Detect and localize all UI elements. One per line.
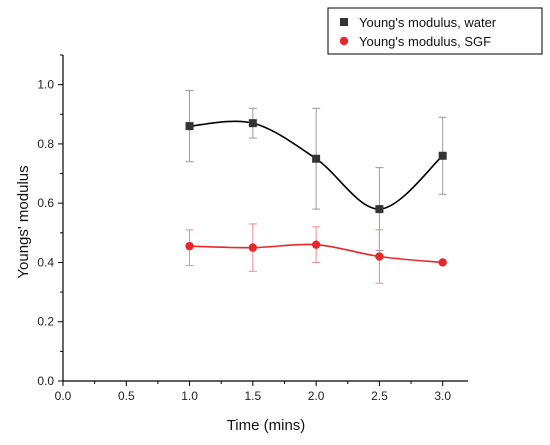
series-sgf: [185, 223, 447, 284]
data-point: [375, 205, 384, 214]
data-point: [185, 122, 194, 131]
data-point: [438, 258, 447, 267]
legend-label: Young's modulus, water: [359, 15, 497, 30]
x-tick-label: 1.0: [181, 389, 198, 403]
x-tick-label: 2.5: [371, 389, 388, 403]
y-tick-label: 1.0: [37, 78, 54, 92]
y-tick-label: 0.4: [37, 255, 54, 269]
y-tick-label: 0.2: [37, 315, 54, 329]
data-point: [311, 240, 321, 249]
x-tick-label: 2.0: [308, 389, 325, 403]
y-tick-label: 0.0: [37, 374, 54, 388]
data-point: [248, 243, 258, 252]
series-layer: [185, 90, 447, 284]
axes: 0.0 0.5 1.0 1.5 2.0 2.5 3.0 0.0 0.2 0.4 0.6 0.8 1.0: [37, 54, 468, 403]
x-tick-label: 3.0: [434, 389, 451, 403]
data-point: [312, 154, 321, 163]
legend: Young's modulus, water Young's modulus, S…: [327, 7, 543, 55]
data-point: [248, 119, 257, 128]
y-tick-label: 0.8: [37, 137, 54, 151]
x-tick-label: 0.5: [118, 389, 135, 403]
legend-marker-circle: [339, 36, 349, 46]
legend-box: [327, 7, 543, 55]
y-axis-title: Youngs' modulus: [15, 165, 32, 278]
data-point: [438, 151, 447, 160]
series-water: [185, 90, 447, 252]
x-tick-label: 1.5: [245, 389, 262, 403]
y-tick-label: 0.6: [37, 196, 54, 210]
x-axis-title: Time (mins): [227, 417, 306, 434]
legend-marker-square: [340, 18, 348, 26]
legend-label: Young's modulus, SGF: [359, 34, 491, 49]
data-point: [185, 241, 194, 251]
data-point: [375, 252, 384, 261]
x-tick-label: 0.0: [55, 389, 72, 403]
